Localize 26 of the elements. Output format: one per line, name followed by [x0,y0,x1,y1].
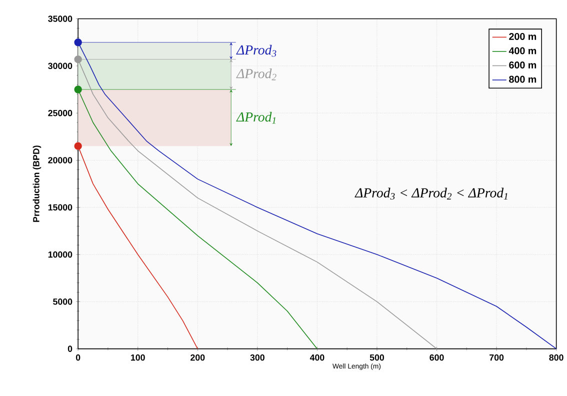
x-tick-label: 500 [370,354,384,361]
y-tick-label: 25000 [48,110,72,116]
x-tick-label: 200 [190,354,205,361]
legend-label: 800 m [509,76,536,83]
legend-label: 600 m [509,61,536,68]
x-tick-label: 100 [131,354,145,361]
y-tick-label: 30000 [48,62,72,69]
band-label: ΔProd$_{3}$ [236,44,276,57]
legend-label: 400 m [508,47,536,54]
x-tick-label: 0 [76,354,80,361]
y-tick-label: 15000 [48,204,72,210]
x-tick-label: 800 [549,354,564,361]
x-tick-label: 700 [490,354,504,361]
y-axis-title: Prroduction (BPD) [32,145,42,222]
legend-label: 200 m [509,32,536,40]
band-label: ΔProd$_{2}$ [236,68,276,80]
y-tick-label: 35000 [48,16,72,22]
band-label: ΔProd$_{1}$ [236,112,276,124]
annotation: ΔProd$_{3}$ < ΔProd$_{2}$ < ΔProd$_{1}$ [354,188,508,200]
x-tick-label: 600 [430,354,444,361]
y-tick-label: 10000 [48,251,72,258]
x-tick-label: 400 [310,354,324,361]
y-tick-label: 20000 [48,156,72,164]
y-tick-label: 0 [68,346,72,352]
x-tick-label: 300 [250,354,264,361]
y-tick-label: 5000 [53,298,72,305]
